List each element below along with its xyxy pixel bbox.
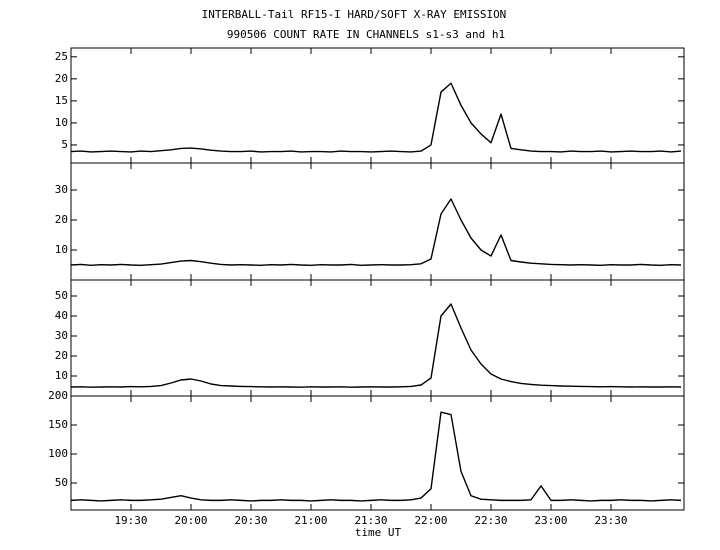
x-tick-label: 23:00 (534, 514, 567, 527)
y-tick-label: 30 (55, 183, 68, 196)
y-tick-label: 20 (55, 349, 68, 362)
data-line (70, 198, 682, 266)
y-tick-label: 10 (55, 243, 68, 256)
y-tick-label: 20 (55, 213, 68, 226)
y-tick-label: 25 (55, 50, 68, 63)
y-tick-label: 5 (61, 138, 68, 151)
data-line (70, 303, 682, 388)
x-axis-label: time UT (355, 526, 402, 539)
x-tick-label: 20:30 (234, 514, 267, 527)
data-line (70, 82, 682, 153)
x-tick-label: 20:00 (174, 514, 207, 527)
y-tick-label: 200 (48, 389, 68, 402)
chart-title: INTERBALL-Tail RF15-I HARD/SOFT X-RAY EM… (202, 8, 507, 21)
panel-frame (70, 395, 685, 511)
x-tick-label: 22:30 (474, 514, 507, 527)
y-tick-label: 15 (55, 94, 68, 107)
x-tick-label: 21:00 (294, 514, 327, 527)
panel-frame (70, 279, 685, 397)
y-tick-label: 40 (55, 309, 68, 322)
y-tick-label: 10 (55, 369, 68, 382)
panel-frame (70, 47, 685, 164)
y-tick-label: 150 (48, 418, 68, 431)
y-tick-label: 50 (55, 289, 68, 302)
x-tick-label: 22:00 (414, 514, 447, 527)
x-tick-label: 21:30 (354, 514, 387, 527)
chart-subtitle: 990506 COUNT RATE IN CHANNELS s1-s3 and … (227, 28, 505, 41)
y-tick-label: 50 (55, 476, 68, 489)
y-tick-label: 100 (48, 447, 68, 460)
x-tick-label: 19:30 (114, 514, 147, 527)
y-tick-label: 20 (55, 72, 68, 85)
panel-frame (70, 162, 685, 281)
y-tick-label: 30 (55, 329, 68, 342)
x-tick-label: 23:30 (594, 514, 627, 527)
data-line (70, 411, 682, 502)
y-tick-label: 10 (55, 116, 68, 129)
